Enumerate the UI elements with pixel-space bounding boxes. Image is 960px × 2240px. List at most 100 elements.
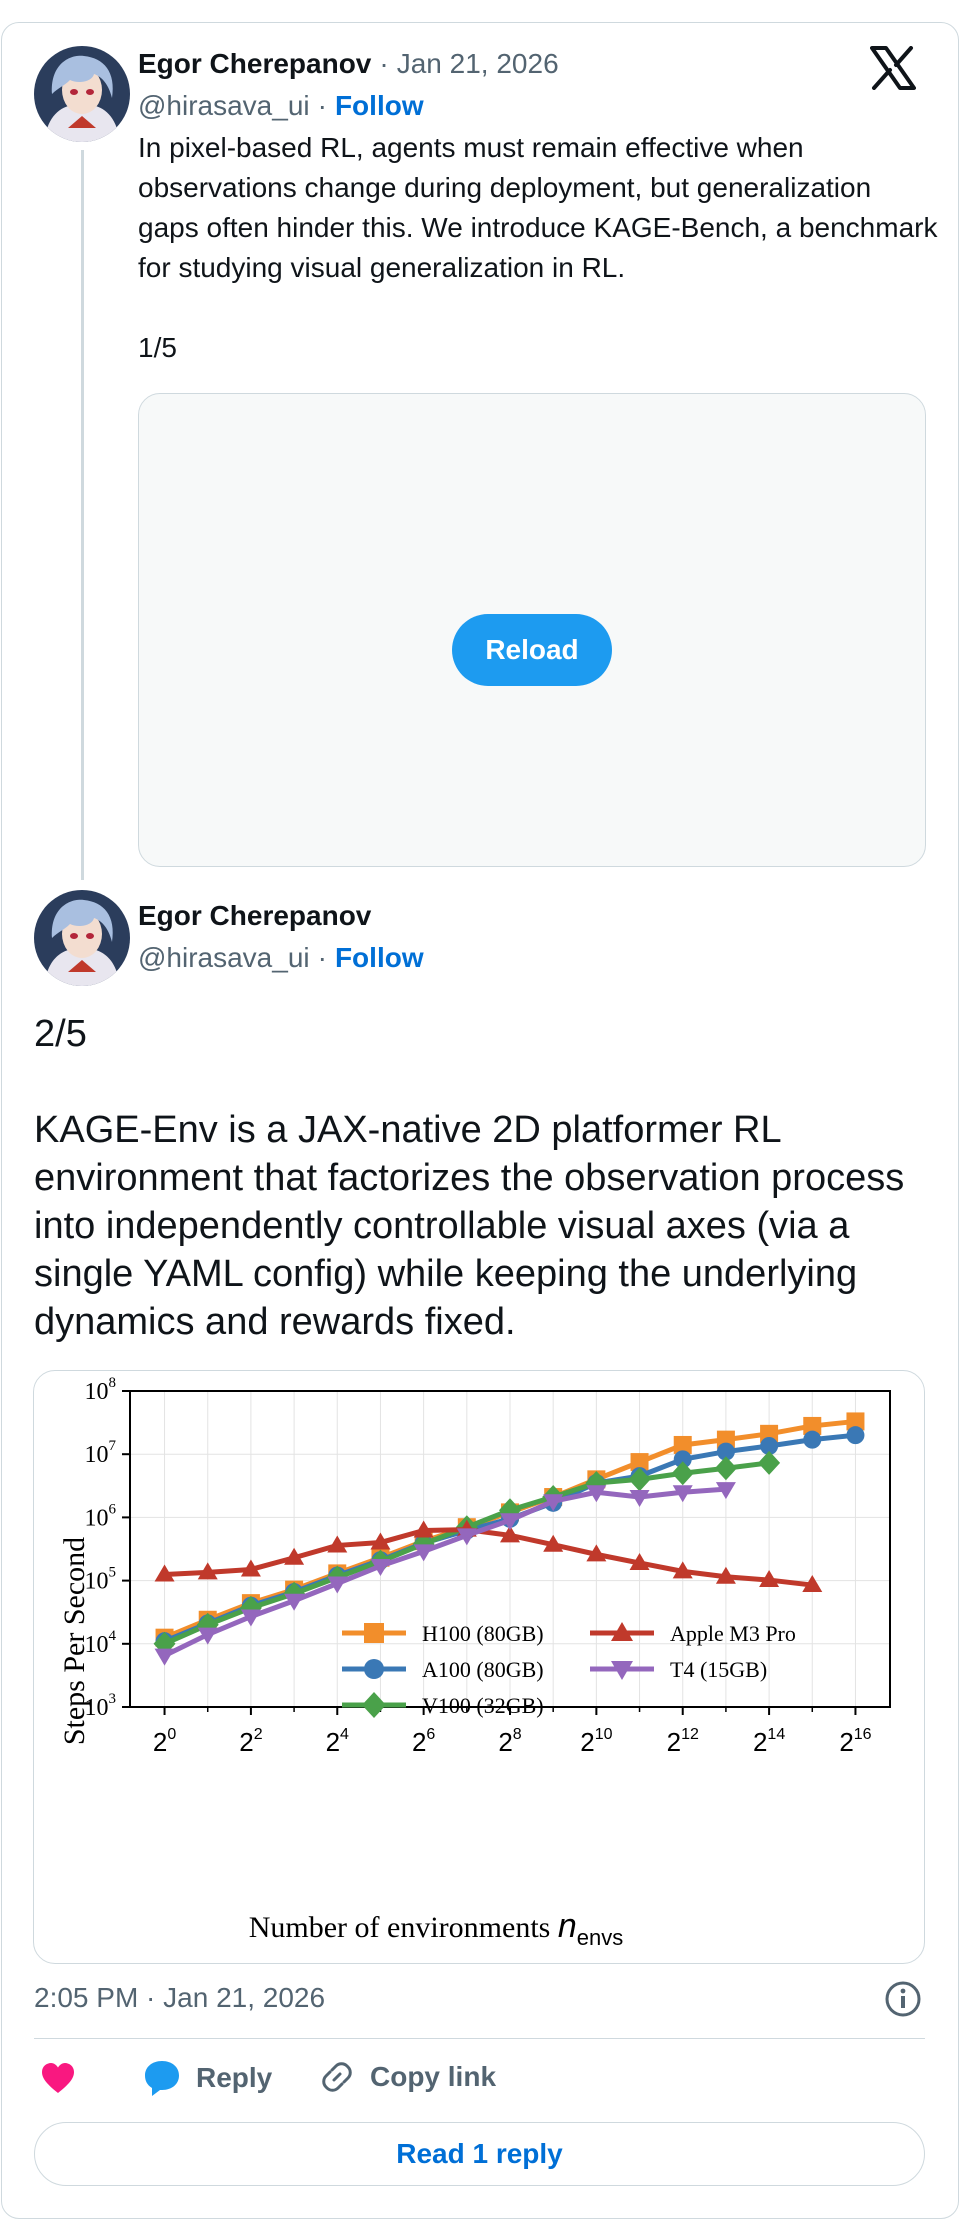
data-point xyxy=(759,1570,780,1588)
data-point xyxy=(284,1593,305,1611)
author-handle[interactable]: @hirasava_ui xyxy=(138,90,310,121)
author-name[interactable]: Egor Cherepanov xyxy=(138,900,372,931)
data-point xyxy=(586,1485,607,1503)
tweet1-meta: Egor Cherepanov · Jan 21, 2026 xyxy=(138,48,559,80)
data-point xyxy=(672,1561,693,1579)
legend-entry: H100 (80GB) xyxy=(342,1621,544,1646)
x-axis-label: Number of environments nenvs xyxy=(249,1907,624,1950)
data-point xyxy=(543,1494,564,1512)
avatar[interactable] xyxy=(34,890,130,986)
heart-icon xyxy=(42,2063,74,2093)
performance-chart: 20 22 24 26 28 210 212 214 216 103 104 105 106 107 108… xyxy=(58,1375,891,1950)
legend-label: H100 (80GB) xyxy=(422,1621,544,1646)
divider xyxy=(34,2038,925,2039)
data-point xyxy=(413,1544,434,1562)
author-name[interactable]: Egor Cherepanov xyxy=(138,48,372,79)
data-point xyxy=(500,1525,520,1543)
x-tick-label: 214 xyxy=(753,1726,785,1757)
timestamp[interactable]: 2:05 PM · Jan 21, 2026 xyxy=(34,1982,326,2013)
legend-label: V100 (32GB) xyxy=(422,1693,544,1718)
legend-entry: V100 (32GB) xyxy=(342,1692,544,1718)
legend-label: Apple M3 Pro xyxy=(670,1621,796,1646)
x-logo-icon[interactable] xyxy=(870,46,916,95)
tweet1-handle-row: @hirasava_ui · Follow xyxy=(138,90,424,122)
legend-entry: Apple M3 Pro xyxy=(590,1621,796,1646)
legend-entry: T4 (15GB) xyxy=(590,1657,767,1682)
data-point xyxy=(715,1482,736,1500)
tweet2-meta: Egor Cherepanov xyxy=(138,900,371,932)
y-tick-label: 106 xyxy=(85,1501,117,1531)
data-point xyxy=(629,1490,650,1508)
data-point xyxy=(240,1609,261,1627)
media-placeholder xyxy=(138,393,926,867)
info-icon[interactable] xyxy=(884,1980,922,2023)
series-apple-m3-pro xyxy=(154,1519,823,1593)
reply-button[interactable]: Reply xyxy=(142,2058,272,2098)
data-point xyxy=(327,1576,348,1594)
data-point xyxy=(362,1692,386,1718)
data-point xyxy=(154,1564,175,1582)
copy-link-button[interactable]: Copy link xyxy=(318,2058,496,2096)
x-tick-label: 28 xyxy=(498,1726,521,1757)
x-tick-label: 26 xyxy=(412,1726,435,1757)
reload-button[interactable]: Reload xyxy=(452,614,612,686)
tweet-date[interactable]: Jan 21, 2026 xyxy=(396,48,559,79)
y-axis-label: Steps Per Second xyxy=(58,1537,91,1745)
data-point xyxy=(370,1532,391,1550)
data-point xyxy=(630,1453,649,1472)
data-point xyxy=(370,1559,391,1577)
link-icon xyxy=(322,2062,352,2092)
like-button[interactable] xyxy=(40,2061,76,2095)
chart-legend: H100 (80GB) Apple M3 Pro A100 (80GB) T4 (15… xyxy=(342,1621,796,1718)
copy-link-label: Copy link xyxy=(370,2061,497,2092)
x-tick-label: 22 xyxy=(239,1726,262,1757)
data-point xyxy=(611,1661,633,1680)
follow-button[interactable]: Follow xyxy=(334,942,424,973)
chart-series xyxy=(153,1412,865,1666)
data-point xyxy=(629,1552,650,1570)
legend-entry: A100 (80GB) xyxy=(342,1657,544,1682)
data-point xyxy=(611,1622,633,1641)
data-point xyxy=(671,1461,694,1486)
data-point xyxy=(240,1559,261,1577)
series-line xyxy=(164,1527,813,1588)
avatar[interactable] xyxy=(34,46,130,142)
y-tick-label: 104 xyxy=(85,1628,117,1658)
data-point xyxy=(456,1528,477,1546)
meta-separator: · xyxy=(317,942,327,973)
data-point xyxy=(846,1426,865,1445)
author-handle[interactable]: @hirasava_ui xyxy=(138,942,310,973)
series-t4-15gb- xyxy=(154,1482,736,1666)
data-point xyxy=(716,1442,735,1461)
data-point xyxy=(364,1659,384,1679)
x-tick-label: 210 xyxy=(580,1726,612,1757)
follow-button[interactable]: Follow xyxy=(334,90,424,121)
data-point xyxy=(154,1648,175,1666)
y-tick-label: 103 xyxy=(85,1691,117,1721)
x-axis-symbol: n xyxy=(558,1907,577,1945)
data-point xyxy=(672,1485,693,1503)
tweet1-text: In pixel-based RL, agents must remain ef… xyxy=(138,132,938,363)
chart-ticks: 20 22 24 26 28 210 212 214 216 103 104 105 106 107 108 xyxy=(85,1375,872,1757)
data-point xyxy=(714,1456,737,1481)
data-point xyxy=(413,1520,434,1538)
data-point xyxy=(364,1623,384,1643)
avatar-image xyxy=(34,46,130,142)
x-tick-label: 24 xyxy=(326,1726,349,1757)
x-axis-subscript: envs xyxy=(577,1925,623,1950)
speech-bubble-icon xyxy=(145,2061,179,2096)
data-point xyxy=(673,1450,692,1469)
tweet2-text: 2/5 KAGE-Env is a JAX-native 2D platform… xyxy=(34,1013,905,1343)
data-point xyxy=(715,1566,736,1584)
legend-label: T4 (15GB) xyxy=(670,1657,767,1682)
data-point xyxy=(802,1575,823,1593)
data-point xyxy=(760,1436,779,1455)
read-replies-button[interactable]: Read 1 reply xyxy=(34,2122,925,2186)
x-tick-label: 216 xyxy=(839,1726,871,1757)
data-point xyxy=(197,1627,218,1645)
data-point xyxy=(543,1534,564,1552)
chart-image[interactable]: 20 22 24 26 28 210 212 214 216 103 104 105 106 107 108… xyxy=(33,1370,925,1964)
meta-separator: · xyxy=(317,90,327,121)
avatar-image xyxy=(34,890,130,986)
y-tick-label: 105 xyxy=(85,1565,117,1595)
